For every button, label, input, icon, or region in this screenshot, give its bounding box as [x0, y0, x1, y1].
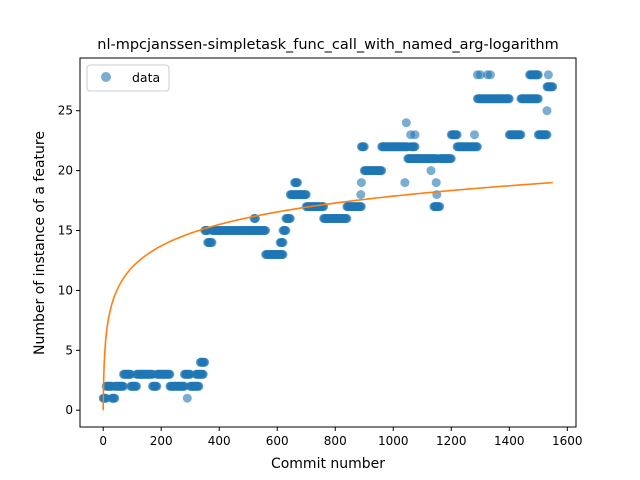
data-point-283: [278, 238, 288, 247]
data-point-81: [152, 381, 162, 391]
data-point-717: [543, 70, 553, 80]
data-point-155: [198, 369, 208, 379]
legend-marker: [101, 72, 111, 82]
data-point-526: [435, 202, 445, 212]
x-tick-label-2: 400: [208, 434, 231, 448]
data-point-18: [110, 393, 120, 403]
y-tick-label-5: 25: [58, 104, 73, 118]
y-tick-label-3: 15: [58, 224, 73, 238]
x-tick-label-4: 800: [324, 434, 347, 448]
data-point-131: [182, 393, 192, 403]
data-point-709: [356, 190, 366, 200]
data-point-707: [400, 178, 410, 188]
data-point-694: [542, 130, 552, 140]
x-tick-label-3: 600: [266, 434, 289, 448]
data-point-626: [504, 94, 514, 104]
data-point-162: [200, 357, 210, 367]
axes-frame: [79, 57, 577, 428]
data-point-253: [261, 226, 271, 235]
y-axis-label: Number of instance of a feature: [32, 131, 48, 355]
data-point-407: [359, 142, 369, 152]
data-point-708: [356, 178, 366, 188]
chart-title: nl-mpcjanssen-simpletask_func_call_with_…: [97, 37, 558, 53]
data-point-517: [410, 142, 420, 152]
x-tick-label-1: 200: [150, 434, 173, 448]
y-axis-ticks: 0 5 10 15 20 25: [58, 104, 80, 417]
data-point-381: [342, 214, 352, 223]
data-point-31: [119, 381, 128, 391]
legend: data: [86, 64, 170, 92]
data-point-144: [194, 381, 204, 391]
data-point-174: [207, 238, 217, 247]
data-point-643: [516, 130, 526, 140]
x-tick-label-8: 1600: [552, 434, 583, 448]
legend-box: [86, 64, 170, 92]
data-point-714: [426, 166, 436, 176]
plot-area: [98, 70, 558, 411]
data-point-288: [281, 226, 291, 235]
data-point-318: [301, 190, 311, 200]
y-tick-label-4: 20: [58, 164, 73, 178]
data-point-716: [542, 106, 552, 116]
data-point-278: [278, 250, 288, 259]
data-point-295: [285, 214, 295, 223]
data-point-402: [356, 202, 366, 212]
data-point-543: [446, 154, 456, 164]
y-tick-label-2: 10: [58, 283, 73, 297]
data-point-323: [293, 178, 302, 188]
fit-line: [102, 181, 553, 411]
data-point-681: [533, 70, 543, 80]
x-tick-label-0: 0: [99, 434, 107, 448]
x-tick-label-7: 1400: [494, 434, 525, 448]
x-tick-label-6: 1200: [436, 434, 467, 448]
data-point-51: [132, 381, 142, 391]
data-point-718: [472, 70, 482, 80]
data-point-711: [410, 130, 420, 140]
data-point-581: [472, 142, 482, 152]
x-axis-ticks: 0 200 400 600 800 1000 1200 1400 1600: [99, 427, 583, 448]
data-point-706: [401, 118, 411, 128]
data-point-432: [377, 166, 387, 176]
data-point-719: [483, 70, 492, 80]
data-point-712: [431, 178, 441, 188]
data-points: [98, 70, 558, 403]
data-point-668: [533, 94, 543, 104]
data-point-552: [452, 130, 462, 140]
data-point-100: [165, 369, 175, 379]
x-tick-label-5: 1000: [378, 434, 409, 448]
data-point-703: [548, 82, 558, 92]
data-point-715: [470, 130, 479, 140]
x-axis-label: Commit number: [271, 456, 385, 472]
y-tick-label-1: 5: [65, 343, 73, 357]
y-tick-label-0: 0: [65, 403, 73, 417]
legend-label-data: data: [132, 70, 160, 85]
